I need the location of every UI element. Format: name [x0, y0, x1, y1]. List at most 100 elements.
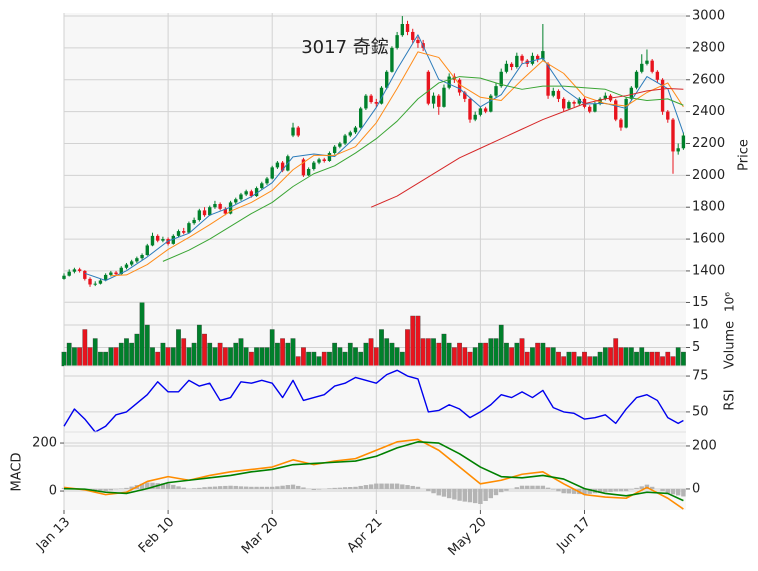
macd-histogram-bar: [165, 483, 171, 489]
macd-histogram-bar: [582, 488, 587, 495]
volume-bar: [550, 347, 556, 367]
volume-bar: [275, 342, 280, 367]
macd-histogram-bar: [243, 486, 249, 489]
volume-bar: [483, 342, 488, 367]
macd-histogram-bar: [259, 486, 265, 489]
volume-bar: [238, 338, 244, 367]
macd-histogram-bar: [603, 488, 608, 493]
candle-body: [322, 159, 326, 162]
volume-bar: [212, 347, 218, 367]
macd-histogram-bar: [145, 482, 150, 489]
y-tick-label: 2400: [692, 104, 725, 119]
macd-histogram-bar: [561, 488, 566, 494]
volume-bar: [649, 351, 655, 367]
candle-body: [312, 162, 316, 169]
volume-bar: [681, 351, 686, 367]
macd-histogram-bar: [551, 488, 556, 490]
x-tick-label: May 20: [445, 515, 489, 559]
candle-body: [473, 114, 477, 120]
volume-bar: [535, 342, 541, 367]
macd-histogram-bar: [93, 488, 98, 491]
volume-bar: [452, 347, 457, 367]
candle-body: [640, 63, 644, 72]
candle-body: [593, 103, 597, 112]
macd-histogram-bar: [665, 488, 670, 494]
volume-bar: [613, 338, 619, 367]
volume-bar: [478, 342, 483, 367]
moving-average-line: [110, 51, 684, 277]
candle-body: [77, 269, 82, 271]
candle-body: [213, 204, 217, 208]
candle-body: [468, 98, 472, 120]
volume-bar: [144, 324, 150, 367]
volume-bar: [150, 347, 155, 367]
volume-bar: [405, 329, 410, 367]
volume-bar: [602, 347, 608, 367]
candle-body: [67, 271, 71, 276]
candle-body: [114, 272, 118, 275]
volume-bar: [618, 347, 624, 367]
candle-body: [614, 100, 618, 120]
y-tick-label: 2000: [692, 168, 725, 183]
candle-body: [629, 87, 634, 99]
macd-histogram-bar: [285, 485, 291, 489]
macd-histogram-bar: [623, 488, 629, 492]
candle-body: [478, 108, 483, 115]
macd-histogram-bar: [171, 484, 176, 489]
macd-histogram-bar: [191, 488, 197, 489]
y-tick-label: 200: [692, 438, 717, 453]
macd-histogram-bar: [217, 486, 223, 489]
macd-histogram-bar: [436, 488, 441, 496]
volume-bar: [243, 347, 249, 367]
candle-body: [572, 102, 576, 104]
candle-body: [483, 108, 488, 112]
macd-histogram-bar: [530, 485, 535, 489]
macd-histogram-bar: [160, 483, 166, 489]
volume-bar: [488, 338, 494, 367]
chart-title: 3017 奇鋐: [301, 37, 389, 58]
volume-bar: [280, 338, 285, 367]
macd-line: [63, 441, 684, 502]
volume-bar: [675, 347, 681, 367]
candle-body: [358, 108, 363, 128]
volume-bar: [295, 356, 301, 367]
candle-body: [431, 95, 436, 104]
macd-histogram-bar: [228, 485, 233, 489]
macd-histogram-bar: [488, 488, 494, 499]
volume-bar: [290, 338, 296, 367]
volume-bar: [628, 347, 634, 367]
macd-histogram-bar: [670, 488, 676, 495]
macd-histogram-bar: [478, 488, 483, 504]
volume-bar: [129, 342, 135, 367]
y-tick-label: 75: [692, 369, 709, 384]
macd-histogram-bar: [223, 485, 228, 489]
moving-average-line: [84, 34, 684, 281]
macd-histogram-bar: [61, 487, 67, 489]
macd-histogram-bar: [587, 488, 592, 494]
macd-histogram-bar: [233, 485, 238, 489]
volume-bar: [77, 347, 82, 367]
volume-bar: [306, 351, 311, 367]
volume-bar: [530, 347, 535, 367]
candle-body: [598, 98, 602, 104]
candle-body: [109, 272, 113, 275]
volume-bar: [170, 347, 176, 367]
volume-bar: [655, 351, 660, 367]
candle-body: [588, 106, 592, 112]
macd-histogram-bar: [207, 486, 212, 489]
macd-histogram-bar: [441, 488, 447, 497]
volume-bar: [519, 338, 525, 367]
macd-axis-label: MACD: [10, 453, 25, 492]
candle-body: [411, 31, 415, 40]
macd-histogram-bar: [358, 485, 363, 489]
volume-bar: [576, 356, 582, 367]
volume-bar: [670, 356, 676, 367]
macd-histogram-bar: [540, 485, 546, 489]
candle-body: [223, 208, 228, 214]
candle-body: [119, 267, 123, 275]
volume-bar: [436, 342, 442, 367]
candle-body: [265, 178, 269, 184]
y-tick-label: 50: [692, 404, 709, 419]
volume-bar: [113, 347, 119, 367]
